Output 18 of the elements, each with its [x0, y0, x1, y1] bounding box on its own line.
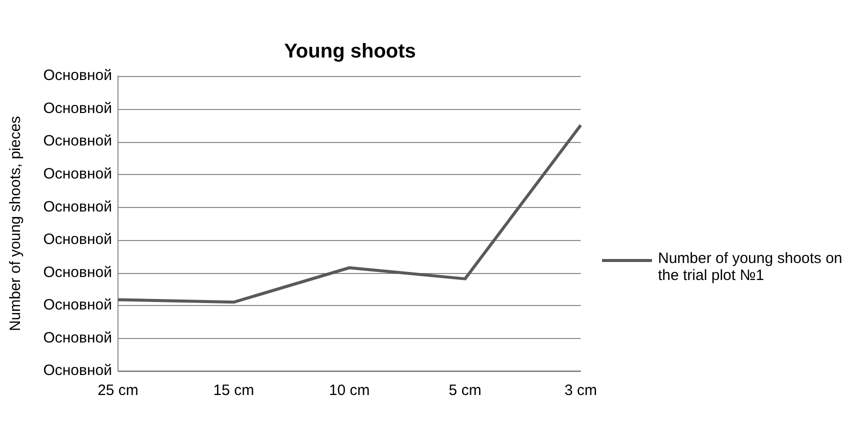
text: Основной	[43, 198, 112, 216]
text: Основной	[43, 100, 112, 117]
x-tick-label: 25 cm	[98, 382, 138, 400]
x-tick-label: 10 cm	[328, 382, 370, 400]
text: Основной	[43, 67, 112, 84]
text: Основной	[43, 329, 112, 346]
text: Основной	[43, 231, 112, 248]
chart-title: Young shoots	[284, 40, 416, 63]
text: Основной	[43, 362, 112, 380]
legend-label: Number of young shoots on the trial plot №1	[658, 250, 843, 284]
x-tick-label: 3 cm	[564, 382, 598, 400]
text: Основной	[43, 165, 112, 182]
x-tick-label: 15 cm	[213, 382, 254, 400]
text: Основной	[43, 296, 112, 314]
x-tick-label: 5 cm	[448, 382, 482, 400]
y-axis-title: Number of young shoots, pieces	[7, 116, 24, 332]
text: Основной	[43, 132, 112, 150]
text: Основной	[43, 264, 112, 281]
